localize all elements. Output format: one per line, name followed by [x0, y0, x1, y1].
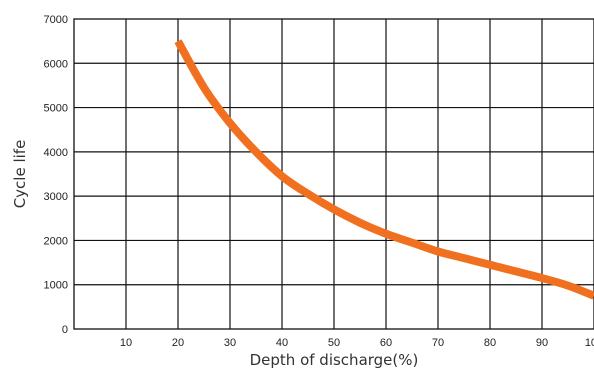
tick-labels: 1020304050607080901000100020003000400050… — [44, 14, 594, 349]
y-tick-label: 1000 — [44, 280, 68, 292]
y-tick-label: 0 — [62, 324, 68, 336]
grid — [73, 18, 594, 330]
y-tick-label: 2000 — [44, 235, 68, 247]
series-layer — [174, 39, 594, 300]
x-tick-label: 100 — [585, 337, 594, 349]
y-tick-label: 6000 — [44, 58, 68, 70]
x-tick-label: 10 — [120, 337, 132, 349]
y-tick-label: 3000 — [44, 191, 68, 203]
x-tick-label: 40 — [276, 337, 288, 349]
y-axis-label: Cycle life — [11, 140, 29, 209]
x-tick-label: 70 — [432, 337, 444, 349]
x-tick-label: 50 — [328, 337, 340, 349]
y-tick-label: 7000 — [44, 14, 68, 26]
x-tick-label: 20 — [172, 337, 184, 349]
x-tick-label: 90 — [536, 337, 548, 349]
y-tick-label: 5000 — [44, 103, 68, 115]
x-tick-label: 30 — [224, 337, 236, 349]
y-tick-label: 4000 — [44, 147, 68, 159]
x-tick-label: 80 — [484, 337, 496, 349]
cycle-life-curve — [174, 39, 594, 300]
x-tick-label: 60 — [380, 337, 392, 349]
x-axis-label: Depth of discharge(%) — [250, 351, 419, 369]
